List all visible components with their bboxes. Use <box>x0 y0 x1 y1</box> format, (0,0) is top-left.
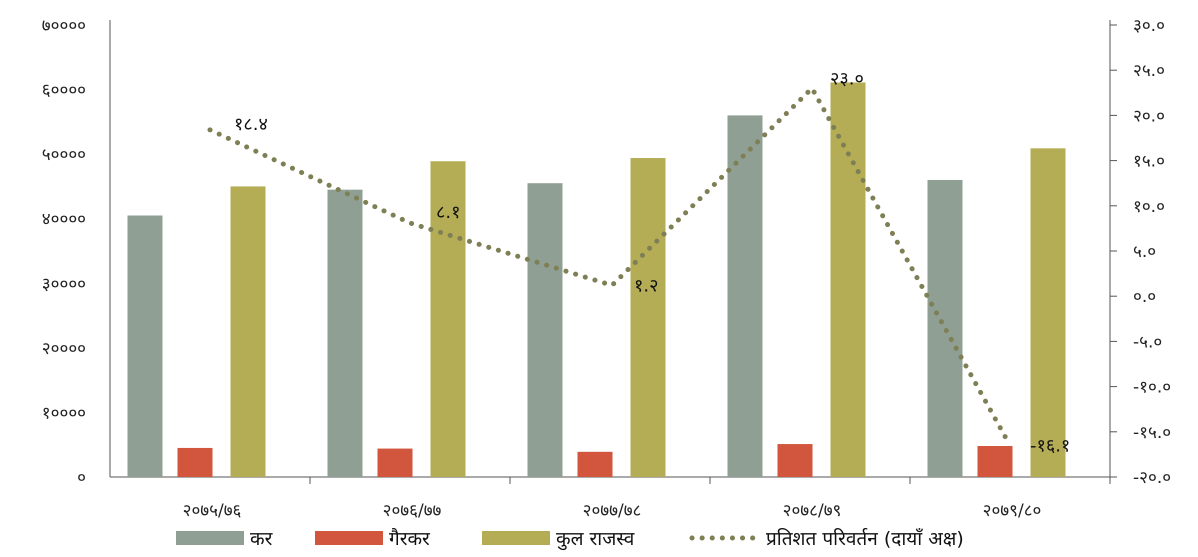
legend-total-revenue-swatch <box>482 531 550 545</box>
bar-total-revenue <box>830 82 866 478</box>
bar-tax <box>727 115 763 478</box>
bar-nontax <box>577 451 613 477</box>
legend-nontax-swatch <box>315 531 383 545</box>
x-tick-label: २०७९/८० <box>983 501 1042 521</box>
x-tick-label: २०७८/७९ <box>783 501 842 521</box>
left-tick-label: ३०००० <box>42 274 86 294</box>
bar-total-revenue <box>430 161 466 477</box>
bar-total-revenue <box>1030 148 1066 477</box>
right-tick-label: ३०.० <box>1133 16 1165 36</box>
right-tick-label: १०.० <box>1133 197 1165 217</box>
bar-total-revenue <box>630 158 666 477</box>
left-tick-label: ६०००० <box>42 81 86 101</box>
line-percent-change <box>207 84 1011 445</box>
legend-total-revenue-label: कुल राजस्व <box>556 528 635 551</box>
legend-tax-swatch <box>176 531 244 545</box>
left-tick-label: १०००० <box>42 403 86 423</box>
right-tick-label: ०.० <box>1133 287 1156 307</box>
legend-nontax-label: गैरकर <box>389 527 431 550</box>
bar-tax <box>327 189 363 477</box>
left-tick-label: ० <box>77 468 86 488</box>
right-tick-label: -२०.० <box>1133 468 1171 488</box>
right-tick-label: -१०.० <box>1133 378 1171 398</box>
bar-tax <box>527 183 563 477</box>
line-data-label: -१६.१ <box>1030 436 1070 457</box>
x-tick-label: २०७६/७७ <box>383 501 442 521</box>
right-tick-label: १५.० <box>1133 152 1165 172</box>
right-tick-label: -५.० <box>1133 332 1162 352</box>
line-data-label: १.२ <box>634 275 658 296</box>
right-tick-label: -१५.० <box>1133 423 1171 443</box>
bar-nontax <box>177 447 213 477</box>
legend-tax-label: कर <box>250 528 274 550</box>
left-tick-label: ५०००० <box>42 145 86 165</box>
right-tick-label: २०.० <box>1133 106 1165 126</box>
line-data-label: ८.१ <box>436 202 460 223</box>
right-tick-label: २५.० <box>1133 61 1165 81</box>
left-tick-label: ४०००० <box>42 210 86 230</box>
legend-percent-change-label: प्रतिशत परिवर्तन (दायाँ अक्ष) <box>766 527 964 550</box>
x-tick-label: २०७७/७८ <box>583 501 642 521</box>
bar-nontax <box>977 446 1013 477</box>
bar-nontax <box>377 448 413 477</box>
left-tick-label: २०००० <box>42 339 86 359</box>
left-tick-label: ७०००० <box>42 16 86 36</box>
right-tick-label: ५.० <box>1133 242 1156 262</box>
line-data-label: १८.४ <box>234 114 268 135</box>
bar-total-revenue <box>230 186 266 477</box>
line-data-label: २३.० <box>830 68 864 89</box>
x-tick-label: २०७५/७६ <box>183 501 242 521</box>
bar-nontax <box>777 444 813 477</box>
bar-tax <box>127 215 163 477</box>
